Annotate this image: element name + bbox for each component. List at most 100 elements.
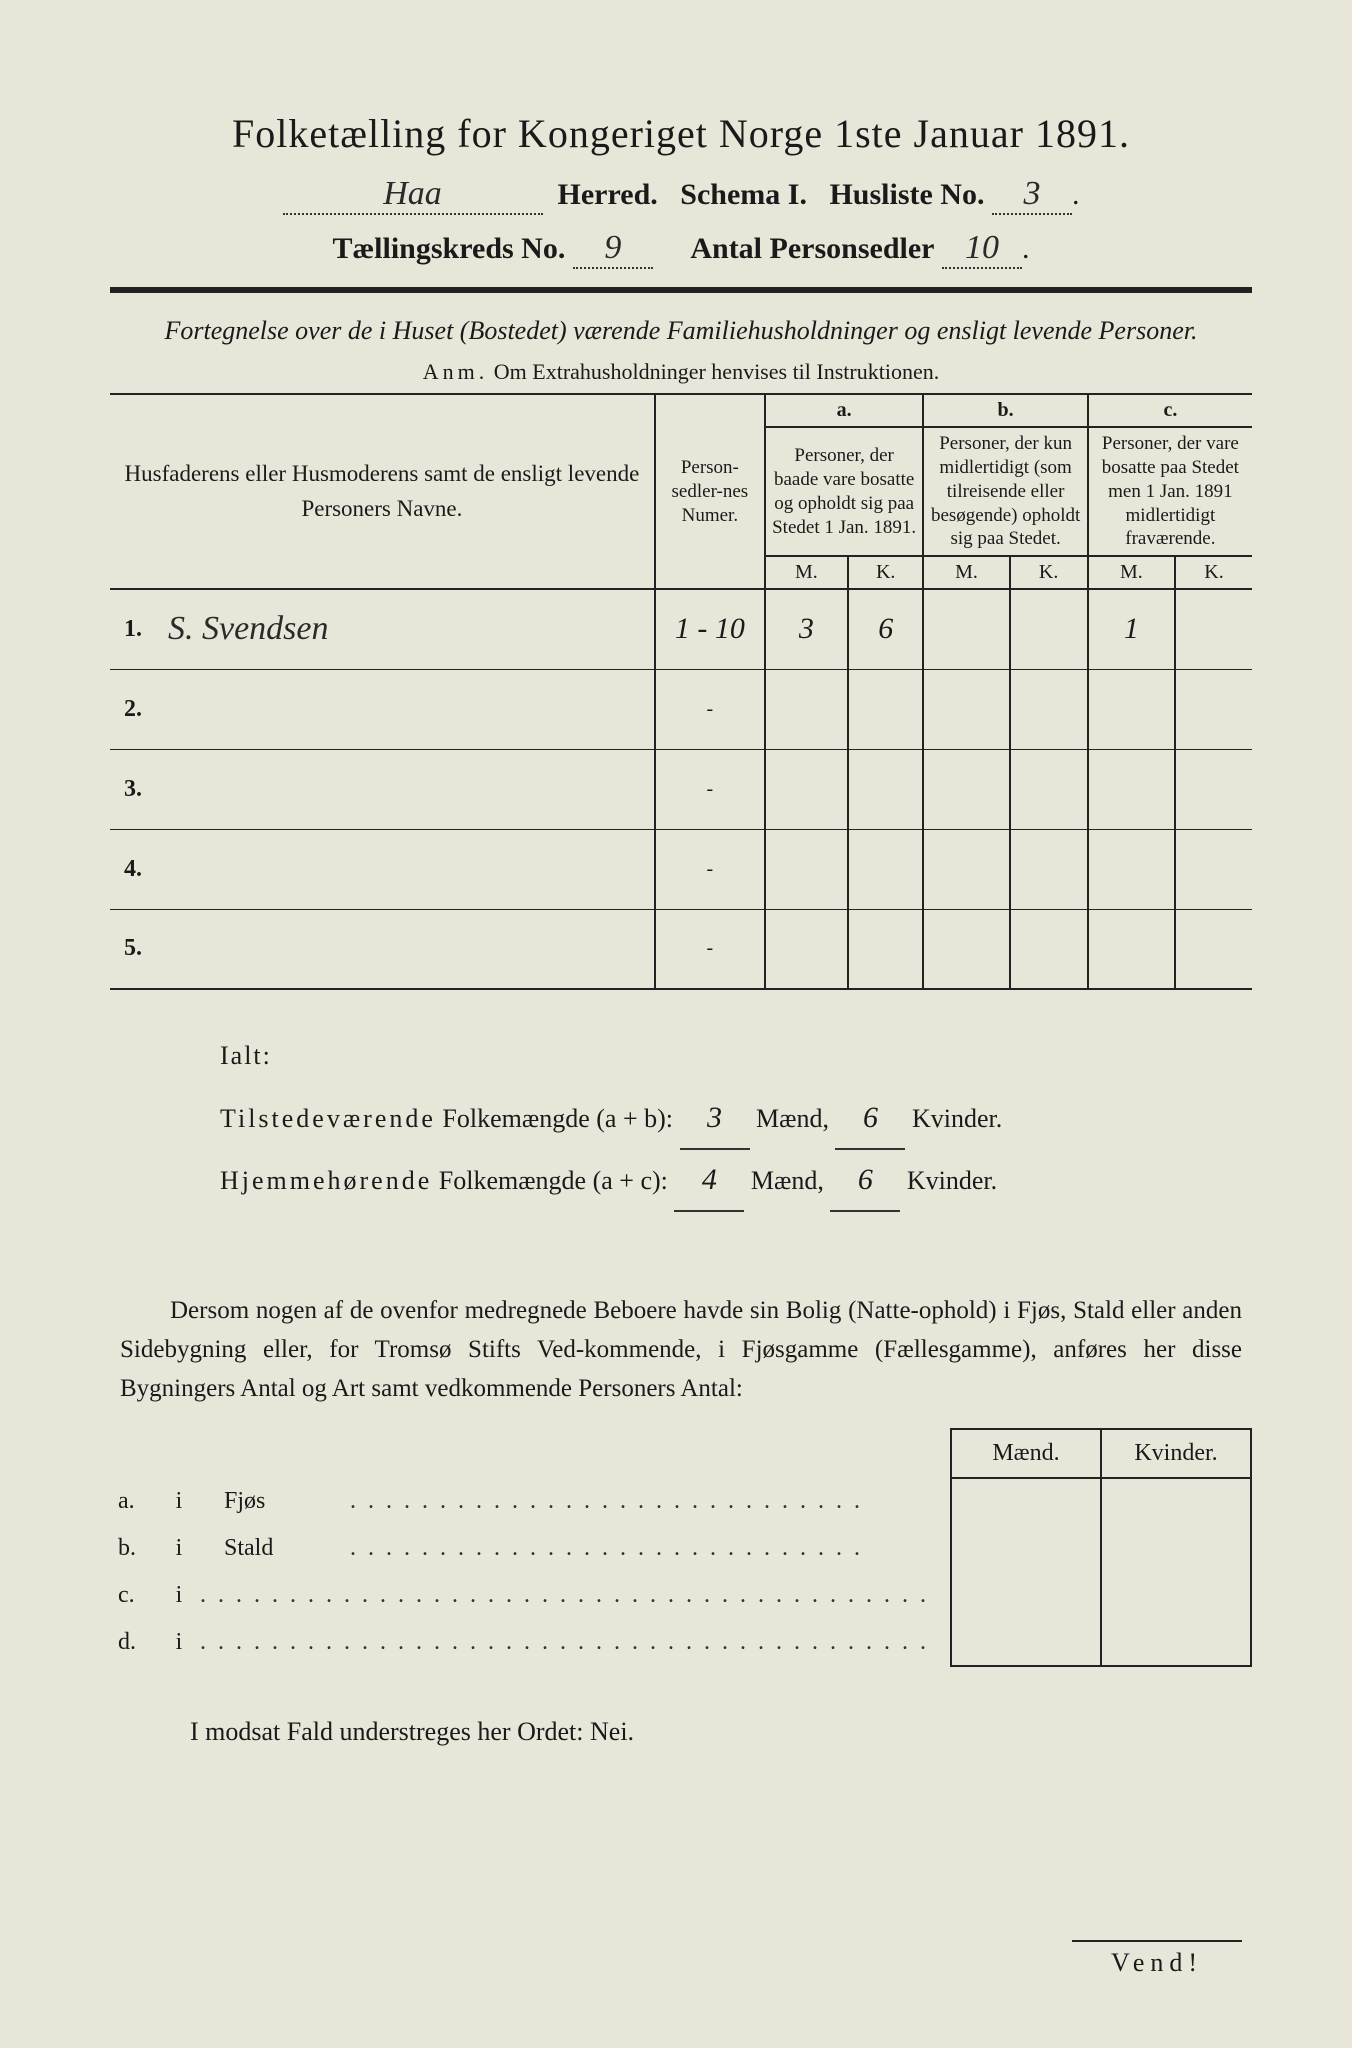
- cell: 3: [799, 612, 814, 645]
- maend-label: Mænd,: [751, 1166, 824, 1195]
- antal-label: Antal Personsedler: [690, 232, 934, 265]
- lower-cell: [1101, 1478, 1251, 1525]
- lower-row: d. i . . . . . . . . . . . . . . . . . .…: [110, 1619, 1251, 1666]
- col-b-m: M.: [923, 556, 1009, 589]
- lower-cell: [951, 1478, 1101, 1525]
- husliste-label: Husliste No.: [829, 178, 984, 211]
- herred-value: Haa: [283, 175, 543, 215]
- cell: [848, 749, 924, 829]
- anm-text: Om Extrahusholdninger henvises til Instr…: [494, 359, 939, 384]
- lower-cell: [951, 1572, 1101, 1619]
- lower-i: i: [164, 1488, 194, 1515]
- lower-lbl: a.: [118, 1488, 158, 1515]
- row-name: S. Svendsen: [168, 610, 329, 647]
- col-c-letter: c.: [1088, 394, 1252, 427]
- lower-i: i: [164, 1535, 194, 1562]
- folkemaengde-ab: Folkemængde (a + b):: [442, 1104, 673, 1133]
- row-num: 5.: [110, 909, 158, 989]
- paragraph: Dersom nogen af de ovenfor medregnede Be…: [110, 1292, 1252, 1408]
- cell: -: [655, 909, 765, 989]
- lower-i: i: [164, 1582, 194, 1609]
- husliste-value: 3: [992, 175, 1072, 215]
- lower-row: a. i Fjøs . . . . . . . . . . . . . . . …: [110, 1478, 1251, 1525]
- cell: [1088, 909, 1175, 989]
- lower-table-wrap: Mænd. Kvinder. a. i Fjøs . . . . . . . .…: [110, 1428, 1252, 1667]
- herred-label: Herred.: [558, 178, 658, 211]
- row-name: [158, 749, 655, 829]
- col-names: Husfaderens eller Husmoderens samt de en…: [110, 394, 655, 589]
- row-name: [158, 909, 655, 989]
- cell: [848, 909, 924, 989]
- cell: -: [655, 669, 765, 749]
- tilstede-label: Tilstedeværende: [220, 1104, 436, 1133]
- dots: . . . . . . . . . . . . . . . . . . . . …: [350, 1535, 863, 1561]
- col-a-m: M.: [765, 556, 848, 589]
- subtitle: Fortegnelse over de i Huset (Bostedet) v…: [110, 313, 1252, 349]
- totals-line-ac: Hjemmehørende Folkemængde (a + c): 4 Mæn…: [220, 1150, 1252, 1212]
- col-c-desc: Personer, der vare bosatte paa Stedet me…: [1088, 427, 1252, 556]
- lower-cell: [1101, 1619, 1251, 1666]
- cell: [923, 589, 1009, 669]
- table-row: 1. S. Svendsen 1 - 10 3 6 1: [110, 589, 1252, 669]
- col-b-letter: b.: [923, 394, 1087, 427]
- table-row: 5. -: [110, 909, 1252, 989]
- cell: [848, 669, 924, 749]
- lower-i: i: [164, 1629, 194, 1656]
- kvinder-label: Kvinder.: [912, 1104, 1002, 1133]
- divider: [110, 287, 1252, 293]
- cell: [1010, 749, 1088, 829]
- cell: -: [655, 829, 765, 909]
- ac-maend-value: 4: [674, 1150, 744, 1212]
- cell: -: [655, 749, 765, 829]
- cell: [765, 749, 848, 829]
- cell: [1010, 909, 1088, 989]
- anm-lead: Anm.: [423, 359, 489, 384]
- lower-row: b. i Stald . . . . . . . . . . . . . . .…: [110, 1525, 1251, 1572]
- cell: [1010, 589, 1088, 669]
- col-a-k: K.: [848, 556, 924, 589]
- cell: 6: [878, 612, 893, 645]
- folkemaengde-ac: Folkemængde (a + c):: [439, 1166, 668, 1195]
- cell: [1175, 749, 1252, 829]
- cell: [1175, 669, 1252, 749]
- kreds-label: Tællingskreds No.: [333, 232, 566, 265]
- cell: [1175, 589, 1252, 669]
- cell: [1088, 829, 1175, 909]
- ac-kvinder-value: 6: [830, 1150, 900, 1212]
- cell: [923, 829, 1009, 909]
- lower-kvinder-header: Kvinder.: [1101, 1429, 1251, 1478]
- page-title: Folketælling for Kongeriget Norge 1ste J…: [110, 110, 1252, 157]
- dots: . . . . . . . . . . . . . . . . . . . . …: [200, 1582, 929, 1608]
- row-num: 2.: [110, 669, 158, 749]
- lower-cell: [951, 1619, 1101, 1666]
- lower-row: c. i . . . . . . . . . . . . . . . . . .…: [110, 1572, 1251, 1619]
- lower-lbl: b.: [118, 1535, 158, 1562]
- table-row: 2. -: [110, 669, 1252, 749]
- kvinder-label: Kvinder.: [907, 1166, 997, 1195]
- kreds-value: 9: [573, 229, 653, 269]
- ab-kvinder-value: 6: [835, 1088, 905, 1150]
- col-b-desc: Personer, der kun midlertidigt (som tilr…: [923, 427, 1087, 556]
- lower-cell: [1101, 1525, 1251, 1572]
- header-line-1: Haa Herred. Schema I. Husliste No. 3.: [110, 175, 1252, 215]
- ialt-label: Ialt:: [220, 1030, 1252, 1082]
- cell: [765, 669, 848, 749]
- cell: [923, 909, 1009, 989]
- row-num: 4.: [110, 829, 158, 909]
- col-c-k: K.: [1175, 556, 1252, 589]
- cell: [923, 749, 1009, 829]
- vend-label: Vend!: [1072, 1940, 1242, 1978]
- col-b-k: K.: [1010, 556, 1088, 589]
- row-name: [158, 669, 655, 749]
- cell: [1010, 669, 1088, 749]
- lower-cell: [1101, 1572, 1251, 1619]
- schema-label: Schema I.: [680, 178, 807, 211]
- ab-maend-value: 3: [680, 1088, 750, 1150]
- cell: [765, 829, 848, 909]
- col-a-desc: Personer, der baade vare bosatte og opho…: [765, 427, 924, 556]
- lower-lbl: d.: [118, 1629, 158, 1656]
- lower-cell: [951, 1525, 1101, 1572]
- dots: . . . . . . . . . . . . . . . . . . . . …: [350, 1488, 863, 1514]
- cell: [765, 909, 848, 989]
- row-num: 1.: [110, 589, 158, 669]
